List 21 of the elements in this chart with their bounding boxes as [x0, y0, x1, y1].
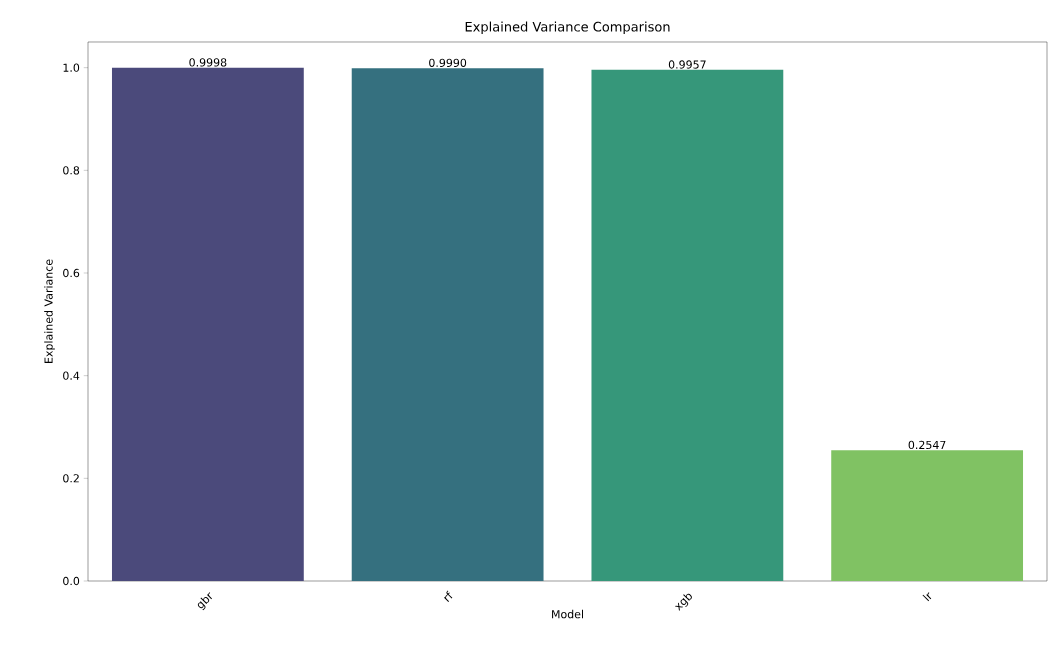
x-axis-title: Model — [552, 609, 583, 619]
data-label: 0.9957 — [668, 60, 706, 69]
x-tick-label: gbr — [197, 592, 212, 611]
x-tick-label: rf — [444, 590, 453, 602]
chart-title: Explained Variance Comparison — [465, 21, 670, 35]
y-axis-title: Explained Variance — [44, 259, 55, 363]
data-label: 0.9990 — [429, 58, 467, 67]
y-tick-label: 0.0 — [63, 576, 80, 586]
x-tick-label: xgb — [674, 593, 692, 611]
y-tick-label: 0.2 — [63, 474, 79, 483]
y-tick-label: 1.0 — [63, 63, 80, 72]
bar — [111, 67, 304, 581]
y-tick-label: 0.8 — [63, 166, 80, 175]
x-tick-label: lr — [922, 592, 932, 602]
bar — [591, 69, 784, 581]
y-tick-label: 0.4 — [63, 371, 80, 380]
bar — [831, 450, 1024, 581]
data-label: 0.9998 — [189, 58, 227, 67]
y-tick-label: 0.6 — [63, 268, 80, 278]
data-label: 0.2547 — [908, 440, 946, 450]
bar — [351, 68, 544, 581]
